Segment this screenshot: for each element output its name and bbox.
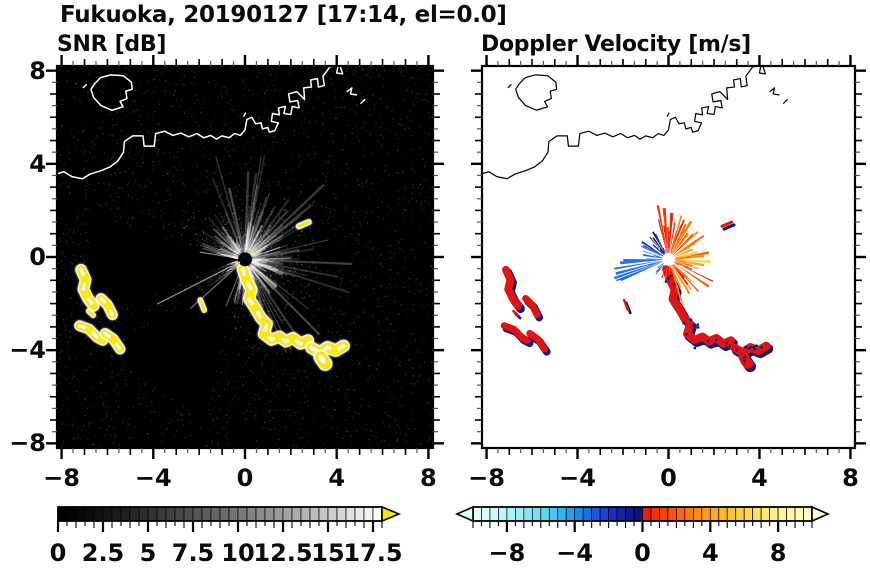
y-tick-label: 8 <box>29 56 46 85</box>
x-tick-label: 0 <box>236 464 254 492</box>
x-tick-label: −8 <box>43 464 80 492</box>
snr-colorbar-label: 12.5 <box>253 539 313 567</box>
x-tick-label: 8 <box>420 464 437 492</box>
y-tick-label: 0 <box>29 243 46 271</box>
x-tick-label: 4 <box>328 464 346 492</box>
doppler-colorbar-label: 0 <box>634 539 651 567</box>
doppler-colorbar-label: 4 <box>701 539 719 567</box>
doppler-colorbar-label: 8 <box>769 539 787 567</box>
snr-colorbar-label: 5 <box>139 539 157 567</box>
x-tick-label: 0 <box>660 464 677 492</box>
snr-colorbar-label: 2.5 <box>81 539 125 567</box>
doppler-colorbar-label: −4 <box>556 539 594 567</box>
x-tick-label: 8 <box>842 464 859 492</box>
y-tick-label: −8 <box>9 429 46 458</box>
doppler-panel-title: Doppler Velocity [m/s] <box>481 32 751 57</box>
snr-colorbar-label: 7.5 <box>171 539 215 567</box>
x-tick-label: −8 <box>468 464 505 492</box>
snr-colorbar-label: 10 <box>221 539 255 567</box>
y-tick-label: 4 <box>29 149 46 178</box>
snr-panel-title: SNR [dB] <box>57 32 167 57</box>
x-tick-label: −4 <box>559 464 596 492</box>
doppler-colorbar-label: −8 <box>488 539 526 567</box>
y-tick-label: −4 <box>9 336 46 365</box>
x-tick-label: −4 <box>134 464 172 492</box>
x-tick-label: 4 <box>751 464 768 492</box>
snr-colorbar-label: 15 <box>311 539 345 567</box>
snr-colorbar-label: 17.5 <box>343 539 403 567</box>
figure-title: Fukuoka, 20190127 [17:14, el=0.0] <box>60 2 507 28</box>
snr-colorbar-label: 0 <box>49 539 67 567</box>
